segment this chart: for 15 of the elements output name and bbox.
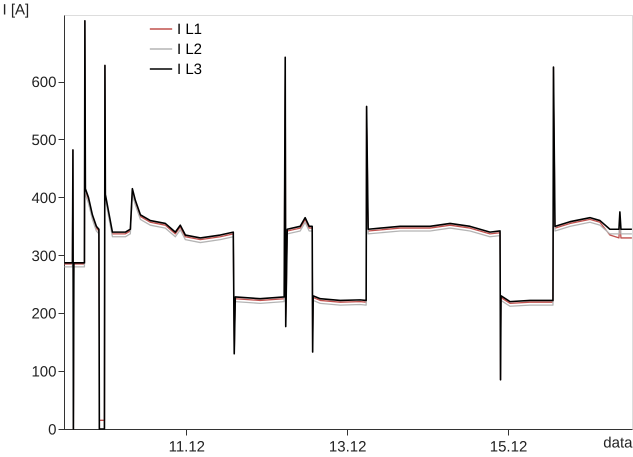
- legend-label: I L3: [177, 61, 202, 78]
- y-tick-label: 200: [31, 306, 56, 323]
- legend-label: I L1: [177, 21, 202, 38]
- y-tick-label: 500: [31, 132, 56, 149]
- y-tick-label: 400: [31, 190, 56, 207]
- y-tick-label: 0: [48, 422, 56, 438]
- y-tick-label: 100: [31, 364, 56, 381]
- y-tick-label: 600: [31, 74, 56, 92]
- y-axis-title: I [A]: [2, 2, 30, 18]
- x-tick-label: 11.12: [168, 438, 206, 456]
- x-tick-label: 15.12: [490, 438, 528, 456]
- x-axis-title: data: [603, 434, 633, 452]
- y-tick-label: 300: [31, 248, 56, 265]
- x-tick-label: 13.12: [328, 438, 366, 456]
- legend-label: I L2: [177, 41, 202, 58]
